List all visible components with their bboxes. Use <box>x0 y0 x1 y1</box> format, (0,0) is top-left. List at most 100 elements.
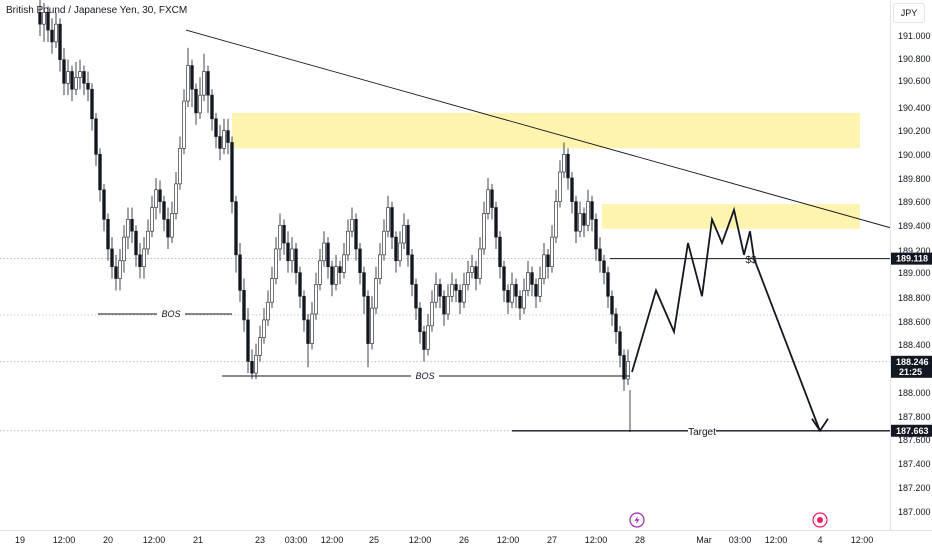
price-tick-label: 189.600 <box>898 197 931 207</box>
guide-lines <box>0 258 890 432</box>
event-marker-icon[interactable] <box>812 512 828 528</box>
candle <box>126 207 130 249</box>
svg-text:188.246: 188.246 <box>896 357 929 367</box>
candle <box>54 12 58 48</box>
time-tick-label: 12:00 <box>143 535 166 545</box>
price-tick-label: 190.200 <box>898 126 931 136</box>
price-tag: 187.663 <box>891 424 932 437</box>
candle <box>254 343 258 380</box>
time-tick-label: 03:00 <box>285 535 308 545</box>
price-tick-label: 191.000 <box>898 31 931 41</box>
candle <box>386 195 390 238</box>
time-tick-label: 26 <box>459 535 469 545</box>
candle <box>234 195 238 273</box>
candle <box>478 237 482 285</box>
candle <box>130 207 134 244</box>
annotations: BOS BOS $$ Target <box>157 255 757 438</box>
candle <box>442 290 446 326</box>
descending-trendline[interactable] <box>185 29 891 229</box>
candle <box>46 6 50 42</box>
candle <box>170 201 174 244</box>
candle <box>410 248 414 297</box>
candle <box>594 213 598 261</box>
candle <box>202 53 206 102</box>
candle <box>162 195 166 232</box>
candle <box>210 89 214 131</box>
candle <box>530 266 534 297</box>
currency-button[interactable]: JPY <box>893 3 925 23</box>
candle <box>534 278 538 309</box>
price-tick-label: 190.800 <box>898 54 931 64</box>
time-tick-label: 27 <box>547 535 557 545</box>
candle <box>250 349 254 380</box>
candlestick-series <box>38 0 630 391</box>
price-tag: 189.118 <box>891 252 932 265</box>
candle <box>286 231 290 273</box>
candle <box>106 213 110 261</box>
candle <box>422 325 426 362</box>
candle <box>370 296 374 350</box>
candle <box>430 290 434 332</box>
candle <box>462 272 466 309</box>
time-tick-label: Mar <box>696 535 712 545</box>
candle <box>226 118 230 155</box>
candle <box>114 254 118 291</box>
candle <box>94 112 98 167</box>
candle <box>362 266 366 315</box>
candle <box>374 266 378 315</box>
candle <box>82 65 86 96</box>
time-tick-label: 23 <box>255 535 265 545</box>
candle <box>138 243 142 279</box>
candle <box>110 237 114 279</box>
candle <box>458 284 462 315</box>
candle <box>298 266 302 309</box>
candle <box>174 172 178 220</box>
candle <box>406 219 410 267</box>
candle <box>258 325 262 362</box>
candle <box>326 237 330 279</box>
candle <box>294 243 298 285</box>
candle <box>278 213 282 261</box>
candle <box>346 219 350 261</box>
candle <box>230 136 234 214</box>
bos-label-2: BOS <box>415 371 434 381</box>
candle <box>270 266 274 309</box>
candle <box>526 260 530 297</box>
svg-text:189.118: 189.118 <box>896 254 928 264</box>
time-tick-label: 12:00 <box>497 535 520 545</box>
candle <box>134 225 138 267</box>
projection-path[interactable] <box>631 206 821 432</box>
time-axis-divider <box>0 530 932 531</box>
candle <box>218 124 222 161</box>
candle <box>318 248 322 291</box>
bos-label-1: BOS <box>161 309 180 319</box>
candle <box>426 314 430 356</box>
candle <box>354 213 358 261</box>
candle <box>598 237 602 273</box>
svg-text:187.663: 187.663 <box>896 426 929 436</box>
candle <box>214 112 218 149</box>
candle <box>78 59 82 90</box>
candle <box>378 243 382 285</box>
candle <box>102 183 106 232</box>
candle <box>622 349 626 391</box>
lightning-icon[interactable] <box>629 512 645 528</box>
candle <box>314 272 318 320</box>
supply-zone-upper[interactable] <box>232 112 860 149</box>
svg-text:21:25: 21:25 <box>899 367 922 377</box>
candle <box>198 77 202 119</box>
candle <box>266 290 270 326</box>
candle <box>290 237 294 273</box>
candle <box>502 260 506 303</box>
candle <box>142 237 146 279</box>
candle <box>90 83 94 131</box>
candle <box>494 201 498 249</box>
candle <box>514 278 518 309</box>
liquidity-label: $$ <box>745 255 757 266</box>
drawn-lines <box>98 29 891 433</box>
candle <box>334 254 338 291</box>
candle <box>550 225 554 273</box>
candle <box>186 47 190 107</box>
